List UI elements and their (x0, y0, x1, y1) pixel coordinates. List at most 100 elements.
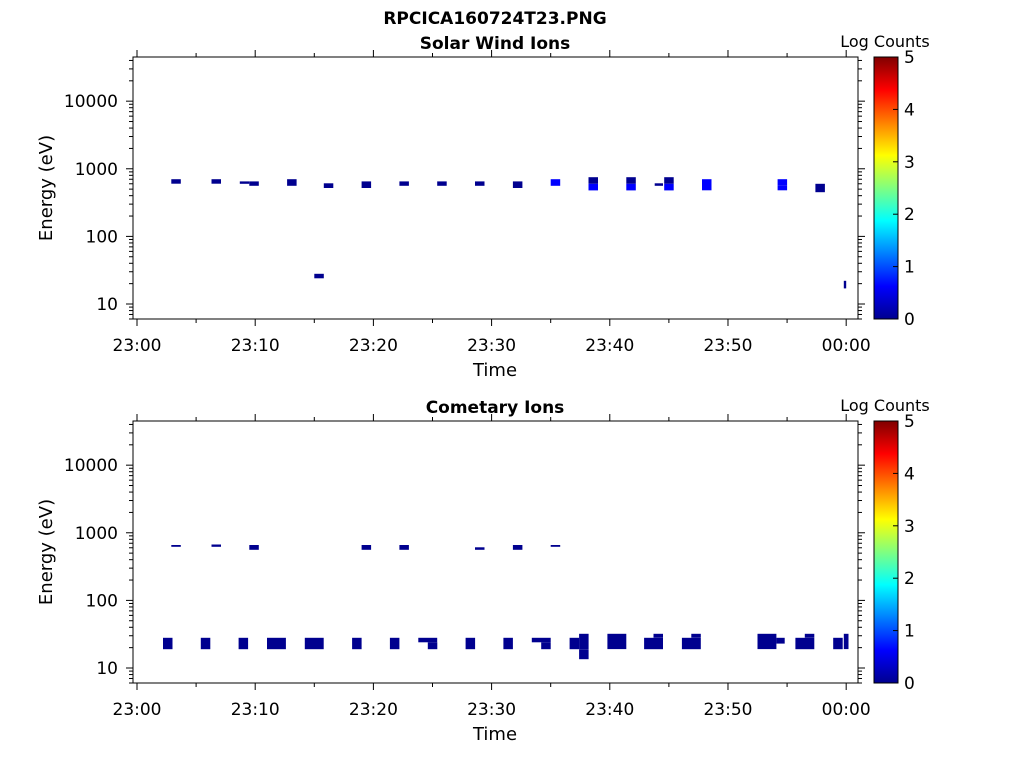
colorbar-tick-label: 0 (904, 674, 915, 694)
heatmap-cell (163, 637, 173, 650)
y-axis-label: Energy (eV) (36, 135, 57, 241)
x-axis-ticks: 23:00 23:10 23:20 23:30 23:40 23:50 00:00 (113, 414, 871, 720)
x-tick-label: 23:00 (113, 336, 162, 356)
heatmap-cell (512, 181, 523, 188)
x-tick-label: 23:40 (585, 700, 634, 720)
heatmap-cell (304, 637, 324, 650)
heatmap-cell (607, 633, 627, 650)
x-axis-label: Time (472, 360, 517, 381)
x-tick-label: 23:30 (467, 700, 516, 720)
heatmap-cell (815, 183, 825, 193)
heatmap-cell (550, 545, 561, 547)
heatmap-cell (691, 633, 701, 638)
heatmap-cell (323, 183, 334, 188)
colorbar-label: Log Counts (840, 396, 930, 415)
heatmap-cell (171, 545, 181, 547)
heatmap-cell (399, 545, 409, 550)
heatmap-cell (626, 183, 636, 191)
x-tick-label: 23:00 (113, 700, 162, 720)
colorbar-label: Log Counts (840, 32, 930, 51)
heatmap-cell (654, 183, 663, 186)
heatmap-cell (503, 637, 513, 650)
heatmap-cell (777, 185, 788, 191)
heatmap-cell (200, 637, 211, 650)
heatmap-cell (588, 183, 598, 191)
heatmap-cell (644, 637, 663, 650)
heatmap-cell (579, 649, 589, 660)
x-tick-label: 23:50 (703, 700, 752, 720)
heatmap-cell (418, 637, 438, 643)
colorbar-tick-label: 1 (904, 258, 915, 278)
heatmap-cell (681, 637, 701, 650)
x-tick-label: 23:20 (349, 700, 398, 720)
heatmap-cell (541, 642, 551, 650)
heatmap-cell (249, 545, 259, 550)
heatmap-cell (833, 637, 843, 650)
heatmap-cell (550, 179, 561, 186)
heatmap-cell (531, 637, 551, 643)
heatmap-cell (702, 179, 712, 191)
x-tick-label: 23:10 (231, 336, 280, 356)
x-tick-label: 23:30 (467, 336, 516, 356)
y-tick-label: 10000 (64, 92, 118, 112)
y-tick-label: 10 (96, 295, 118, 315)
heatmap-cell (238, 637, 249, 650)
colorbar-tick-label: 1 (904, 622, 915, 642)
heatmap-cell (287, 179, 297, 186)
heatmap-cell (653, 633, 663, 638)
colorbar-tick-label: 3 (904, 517, 915, 537)
colorbar-tick-label: 5 (904, 412, 915, 432)
colorbar-tick-label: 4 (904, 100, 915, 120)
heatmap-cell (465, 637, 476, 650)
x-tick-label: 00:00 (822, 336, 871, 356)
heatmap-cell (211, 544, 221, 547)
heatmap-cell (475, 547, 485, 550)
heatmap-cell (361, 545, 372, 550)
colorbar-tick-label: 4 (904, 464, 915, 484)
heatmap-cell (475, 181, 485, 186)
heatmap-cell (427, 642, 438, 650)
heatmap-cell (588, 177, 598, 184)
heatmap-cell (776, 637, 785, 644)
heatmap-cell (314, 273, 324, 279)
heatmap-cell (399, 181, 409, 186)
y-tick-label: 1000 (75, 524, 118, 544)
heatmap-cell (804, 633, 815, 638)
heatmap-cell (267, 637, 286, 650)
x-tick-label: 23:50 (703, 336, 752, 356)
heatmap-cell (361, 181, 372, 188)
heatmap-cell (843, 280, 847, 289)
heatmap-cell (843, 633, 849, 650)
heatmap-cell (757, 633, 777, 650)
y-tick-label: 10000 (64, 456, 118, 476)
heatmap-cells (171, 177, 847, 289)
heatmap-cell (211, 179, 221, 184)
colorbar (873, 420, 899, 684)
colorbar-tick-label: 2 (904, 569, 915, 589)
heatmap-cell (579, 633, 589, 650)
x-tick-label: 23:20 (349, 336, 398, 356)
heatmap-cell (512, 545, 523, 550)
heatmap-cell (239, 181, 250, 184)
figure-title: RPCICA160724T23.PNG (383, 9, 606, 29)
heatmap-cell (795, 637, 815, 650)
x-axis-ticks: 23:00 23:10 23:20 23:30 23:40 23:50 00:00 (113, 50, 871, 356)
heatmap-cell (389, 637, 400, 650)
heatmap-cell (777, 179, 788, 186)
colorbar-tick-label: 2 (904, 205, 915, 225)
colorbar-ticks: 0 1 2 3 4 5 (893, 48, 915, 330)
panel-title: Solar Wind Ions (420, 34, 571, 54)
x-axis-label: Time (472, 724, 517, 745)
colorbar (873, 56, 899, 320)
y-axis-ticks: 10 100 1000 10000 (64, 423, 865, 684)
y-tick-label: 10 (96, 659, 118, 679)
y-axis-label: Energy (eV) (36, 499, 57, 605)
y-axis-ticks: 10 100 1000 10000 (64, 59, 865, 320)
plot-frame (132, 56, 859, 320)
y-tick-label: 100 (86, 591, 118, 611)
panel-title: Cometary Ions (426, 398, 565, 418)
heatmap-cell (569, 637, 580, 650)
